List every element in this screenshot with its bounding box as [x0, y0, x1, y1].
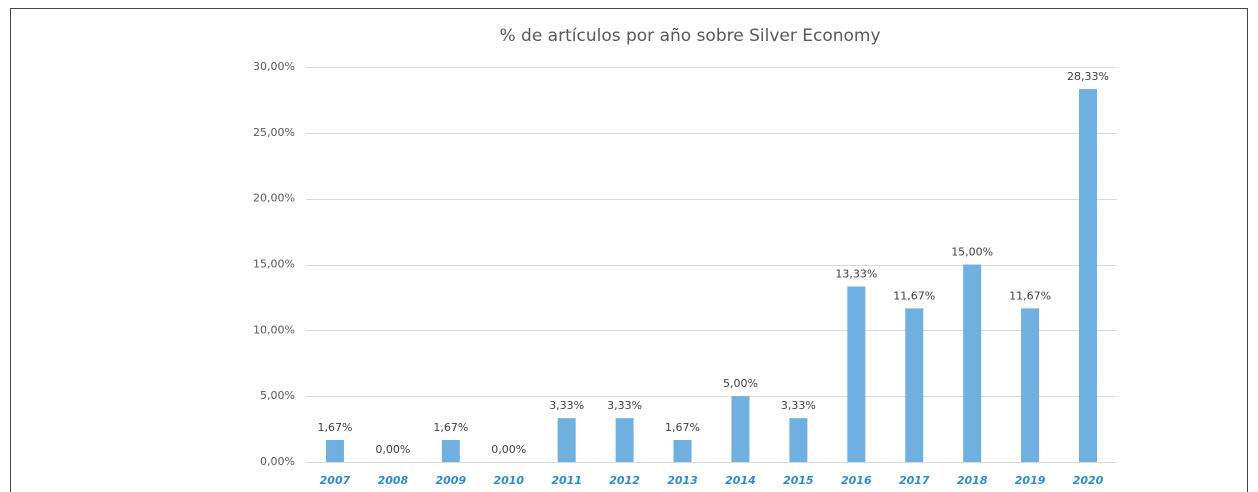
data-label: 3,33% [549, 399, 584, 412]
data-label: 11,67% [893, 289, 935, 302]
x-tick-label: 2016 [841, 474, 872, 487]
bar [789, 418, 808, 462]
bar [615, 418, 634, 462]
x-tick-label: 2014 [725, 474, 756, 487]
y-tick-label: 30,00% [253, 60, 295, 73]
bar [673, 440, 692, 462]
y-tick-label: 0,00% [260, 455, 295, 468]
x-tick-label: 2012 [609, 474, 640, 487]
bar [441, 440, 460, 462]
x-tick-label: 2010 [493, 474, 524, 487]
data-label: 0,00% [491, 443, 526, 456]
x-tick-label: 2017 [899, 474, 930, 487]
bar [557, 418, 576, 462]
bar [847, 286, 866, 462]
data-label: 1,67% [433, 421, 468, 434]
data-label: 0,00% [375, 443, 410, 456]
data-label: 13,33% [835, 267, 877, 280]
x-tick-label: 2011 [551, 474, 582, 487]
data-label: 5,00% [723, 377, 758, 390]
data-label: 28,33% [1067, 70, 1109, 83]
y-tick-label: 20,00% [253, 192, 295, 205]
bar [1079, 88, 1098, 462]
y-tick-label: 10,00% [253, 323, 295, 336]
data-label: 11,67% [1009, 289, 1051, 302]
chart-title: % de artículos por año sobre Silver Econ… [499, 26, 880, 46]
y-tick-label: 25,00% [253, 126, 295, 139]
chart-border [10, 8, 1248, 492]
data-label: 3,33% [607, 399, 642, 412]
x-tick-label: 2009 [436, 474, 467, 487]
x-tick-label: 2008 [378, 474, 409, 487]
data-label: 3,33% [781, 399, 816, 412]
y-tick-label: 15,00% [253, 258, 295, 271]
y-tick-label: 5,00% [260, 389, 295, 402]
bar [963, 264, 982, 462]
x-tick-label: 2007 [320, 474, 351, 487]
x-tick-label: 2018 [957, 474, 988, 487]
data-label: 1,67% [317, 421, 352, 434]
bar [905, 308, 924, 462]
bar [325, 440, 344, 462]
x-tick-label: 2019 [1015, 474, 1046, 487]
data-label: 15,00% [951, 246, 993, 259]
x-tick-label: 2015 [783, 474, 814, 487]
bar [731, 396, 750, 462]
bar [1021, 308, 1040, 462]
x-tick-label: 2020 [1073, 474, 1104, 487]
data-label: 1,67% [665, 421, 700, 434]
x-tick-label: 2013 [667, 474, 698, 487]
